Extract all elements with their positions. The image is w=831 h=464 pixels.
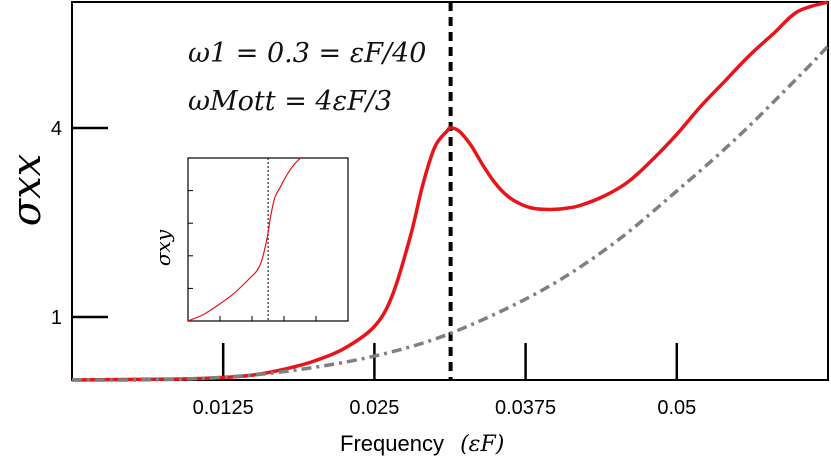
series-line-reference: [71, 44, 830, 382]
x-axis-label-unit: (εF): [460, 432, 504, 457]
y-tick-label: 1: [51, 307, 62, 329]
x-axis-label-text: Frequency: [340, 431, 444, 456]
x-axis-label: Frequency (εF): [340, 431, 504, 457]
x-tick-label: 0.0125: [193, 397, 254, 419]
x-tick-label: 0.025: [349, 397, 399, 419]
y-axis-label: σxx: [4, 154, 50, 226]
y-tick-label: 4: [51, 118, 62, 140]
x-ticks: 0.0125 0.025 0.0375 0.05: [193, 343, 696, 419]
y-ticks: 14: [51, 118, 108, 329]
x-tick-label: 0.05: [657, 397, 696, 419]
annotation-1: ω1 = 0.3 = εF/40: [188, 38, 426, 69]
series-line-sigma-xx: [71, 0, 829, 382]
inset-ticks: [188, 190, 317, 321]
x-tick-label: 0.0375: [495, 397, 556, 419]
annotation-2: ωMott = 4εF/3: [188, 86, 392, 117]
inset-series-line-sigma-xy: [187, 157, 302, 322]
inset-y-label: σxy: [151, 229, 175, 266]
